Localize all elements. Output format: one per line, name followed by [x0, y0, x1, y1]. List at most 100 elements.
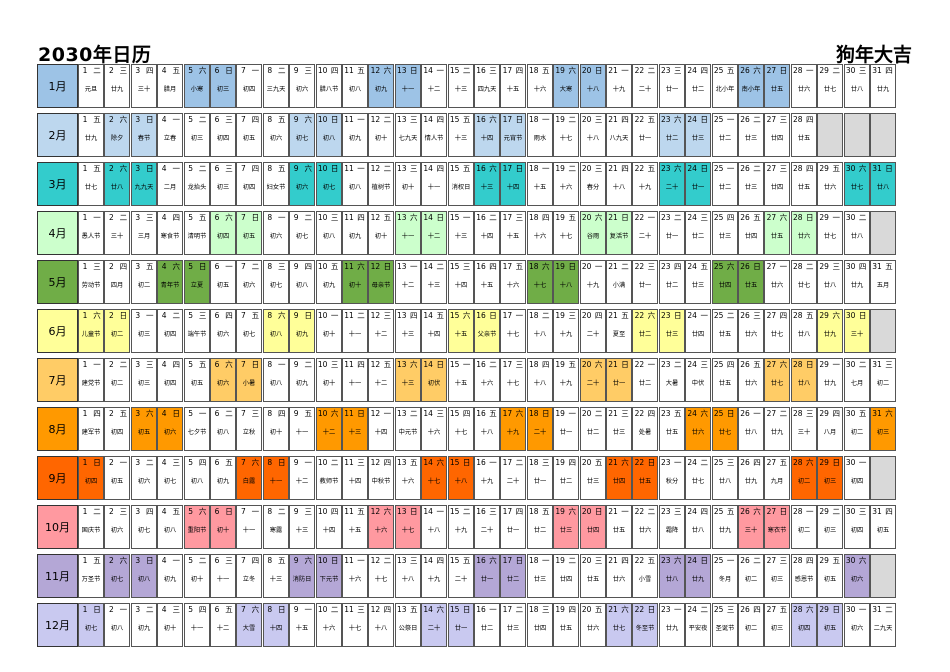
day-number: 16 — [476, 164, 486, 173]
lunar-label: 十六 — [348, 575, 362, 583]
day-number: 12 — [370, 605, 381, 614]
lunar-label: 十四 — [348, 477, 362, 485]
day-number: 21 — [608, 556, 618, 565]
day-cell: 28 四感恩节 — [790, 554, 817, 598]
day-number: 26 — [740, 66, 750, 75]
lunar-label: 廿四 — [586, 526, 599, 534]
lunar-label: 十八 — [401, 575, 415, 583]
weekday-char: 一 — [225, 262, 233, 271]
lunar-label: 初七 — [243, 330, 256, 338]
lunar-label: 廿二 — [691, 85, 705, 93]
day-number: 15 — [449, 409, 460, 418]
day-cell: 9 四初八 — [289, 260, 316, 304]
day-cell: 19 三十九 — [553, 309, 580, 353]
day-number: 13 — [397, 556, 407, 565]
weekday-char: 六 — [278, 311, 286, 320]
lunar-label: 初十 — [322, 379, 335, 387]
day-number: 8 — [267, 164, 273, 173]
day-cell: 6 日初三 — [210, 64, 236, 108]
day-cell: 22 日廿五 — [632, 456, 659, 500]
lunar-label: 初八 — [322, 232, 335, 240]
day-number: 16 — [476, 311, 486, 320]
day-cell: 16 一廿二 — [474, 603, 500, 647]
weekday-char: 三 — [251, 409, 260, 418]
day-number: 7 — [241, 409, 246, 418]
day-cell: 24 六廿六 — [685, 407, 712, 451]
weekday-char: 六 — [251, 458, 260, 467]
day-number: 15 — [449, 458, 460, 467]
day-cell: 16 六十四 — [474, 113, 500, 157]
weekday-char: 日 — [779, 507, 788, 516]
day-number: 25 — [713, 360, 724, 369]
lunar-label: 廿四 — [744, 232, 758, 240]
weekday-char: 五 — [278, 115, 286, 124]
weekday-char: 四 — [93, 409, 101, 418]
day-cell: 18 一雨水 — [526, 113, 553, 157]
day-cell: 9 三十三 — [289, 505, 316, 549]
weekday-char: 六 — [146, 409, 154, 418]
day-cell: 27 六廿五 — [764, 211, 791, 255]
empty-cell — [870, 456, 896, 500]
weekday-char: 三 — [858, 507, 867, 516]
lunar-label: 除夕 — [111, 134, 124, 142]
weekday-char: 三 — [489, 507, 497, 516]
day-number: 4 — [161, 262, 167, 271]
weekday-char: 二 — [858, 213, 867, 222]
day-number: 18 — [529, 262, 539, 271]
day-number: 26 — [740, 213, 750, 222]
day-cell: 29 日初五 — [817, 603, 844, 647]
day-number: 8 — [267, 605, 273, 614]
lunar-label: 初八 — [269, 330, 283, 338]
lunar-label: 廿一 — [612, 379, 626, 387]
day-number: 10 — [317, 360, 328, 369]
day-cell: 25 一廿二 — [711, 162, 738, 206]
day-cell: 26 五廿六 — [738, 358, 764, 402]
day-number: 5 — [188, 311, 193, 320]
day-number: 3 — [135, 115, 141, 124]
day-number: 11 — [344, 164, 354, 173]
day-number: 7 — [241, 66, 246, 75]
day-cell: 28 日廿六 — [790, 211, 817, 255]
day-number: 1 — [82, 213, 88, 222]
day-cell: 28 一廿六 — [790, 64, 817, 108]
weekday-char: 一 — [621, 507, 629, 516]
day-cell: 17 三十七 — [500, 358, 527, 402]
day-cell: 12 二十七 — [368, 554, 395, 598]
day-cell: 29 四八月 — [817, 407, 844, 451]
day-number: 7 — [241, 458, 246, 467]
weekday-char: 四 — [198, 605, 207, 614]
lunar-label: 初十 — [269, 428, 283, 436]
empty-cell — [843, 113, 870, 157]
weekday-char: 日 — [436, 213, 444, 222]
lunar-label: 廿一 — [533, 477, 547, 485]
day-number: 2 — [109, 409, 114, 418]
day-number: 29 — [819, 556, 829, 565]
lunar-label: 劳动节 — [81, 281, 101, 289]
day-cell: 1 日初四 — [78, 456, 104, 500]
weekday-char: 三 — [674, 507, 682, 516]
day-number: 31 — [872, 164, 882, 173]
lunar-label: 十二 — [322, 428, 335, 436]
day-cell: 31 三初二 — [870, 358, 896, 402]
lunar-label: 初九 — [163, 575, 177, 583]
day-number: 22 — [634, 458, 645, 467]
lunar-label: 十六 — [507, 281, 520, 289]
day-cell: 14 日初伏 — [421, 358, 448, 402]
day-number: 7 — [241, 311, 246, 320]
weekday-char: 五 — [515, 262, 524, 271]
weekday-char: 四 — [726, 213, 735, 222]
weekday-char: 三 — [542, 458, 550, 467]
day-cell: 1 五廿九 — [78, 113, 104, 157]
lunar-label: 廿八 — [744, 428, 758, 436]
lunar-label: 初八 — [190, 477, 203, 485]
calendar-grid: 1月 1 二元旦 2 三廿九 3 四三十 4 五腊月 5 六小寒 6 日初三 7 一初四 8 二三九天 9 三初六 1… — [37, 64, 911, 672]
weekday-char: 六 — [542, 262, 550, 271]
day-cell: 22 一廿二 — [632, 358, 659, 402]
day-number: 23 — [661, 507, 671, 516]
weekday-char: 一 — [858, 458, 867, 467]
day-number: 16 — [476, 458, 486, 467]
day-number: 14 — [423, 507, 433, 516]
day-number: 28 — [793, 605, 803, 614]
day-cell: 15 日十八 — [447, 456, 474, 500]
lunar-label: 廿六 — [586, 624, 599, 632]
